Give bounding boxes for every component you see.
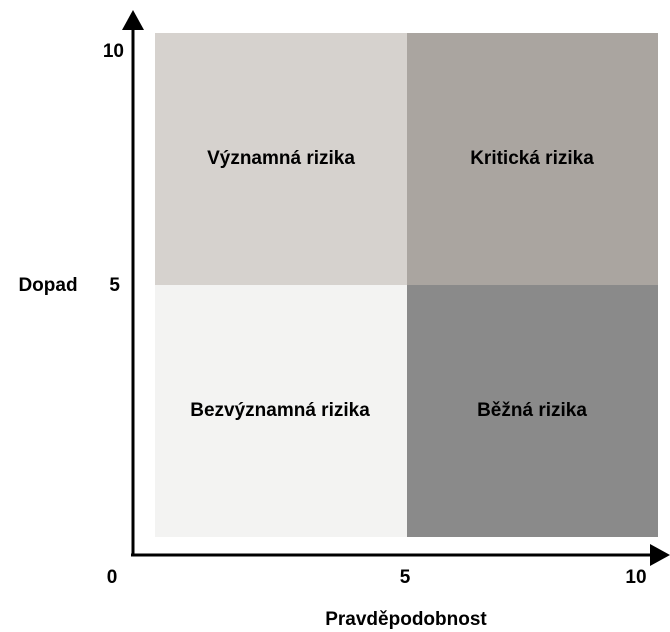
y-tick-label: 5 (109, 275, 120, 296)
quadrant (407, 33, 658, 285)
y-arrow (122, 10, 144, 30)
x-arrow (650, 544, 670, 566)
quadrant (155, 33, 407, 285)
x-axis-label: Pravděpodobnost (325, 609, 487, 630)
quadrant (407, 285, 658, 537)
quadrant (155, 285, 407, 537)
y-axis-label: Dopad (18, 275, 77, 296)
x-tick-label: 10 (625, 567, 646, 588)
quadrant-label: Běžná rizika (477, 400, 587, 421)
quadrant-label: Bezvýznamná rizika (190, 400, 370, 421)
y-tick-label: 10 (103, 41, 124, 62)
quadrant-label: Významná rizika (207, 148, 355, 169)
x-tick-label: 5 (400, 567, 411, 588)
quadrant-label: Kritická rizika (470, 148, 594, 169)
origin-label: 0 (107, 567, 118, 588)
